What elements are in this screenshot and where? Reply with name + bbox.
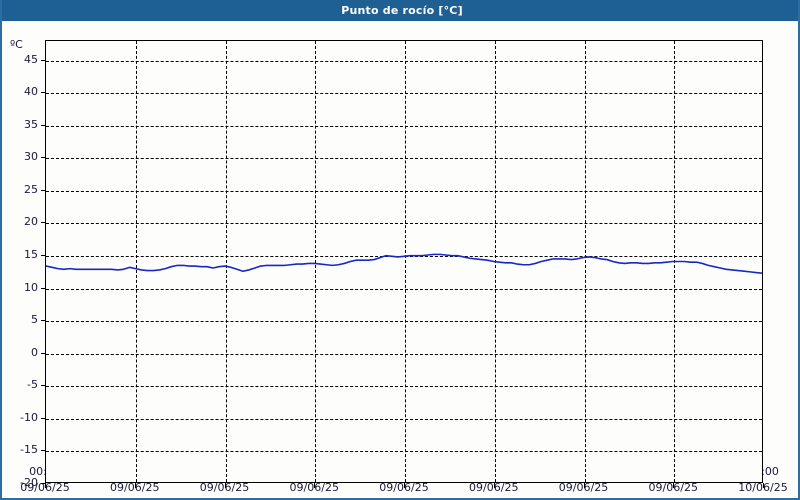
gridline-y--10 xyxy=(46,418,762,420)
y-tick-label--15: -15 xyxy=(20,443,38,457)
y-tick-label-25: 25 xyxy=(24,182,38,196)
gridline-y--15 xyxy=(46,451,762,453)
gridline-y-20 xyxy=(46,223,762,225)
gridline-y-25 xyxy=(46,190,762,192)
y-tick-label-5: 5 xyxy=(31,313,38,327)
gridline-y-5 xyxy=(46,321,762,323)
gridline-y-30 xyxy=(46,158,762,160)
gridline-y-40 xyxy=(46,93,762,95)
y-tickmark-30 xyxy=(41,157,45,159)
y-tickmark--5 xyxy=(41,385,45,387)
y-tickmark--10 xyxy=(41,417,45,419)
x-tickmark-18h xyxy=(583,483,585,488)
gridline-x-9h xyxy=(315,41,317,482)
y-tickmark--20 xyxy=(41,483,45,484)
y-tickmark-45 xyxy=(41,59,45,61)
x-tickmark-12h xyxy=(404,483,405,488)
y-tick-label-10: 10 xyxy=(24,280,38,294)
y-tick-label-15: 15 xyxy=(24,247,38,261)
gridline-x-12h xyxy=(405,41,406,482)
y-tick-label--5: -5 xyxy=(27,378,38,392)
y-tick-label--20: -20 xyxy=(20,476,38,489)
x-tickmark-0h xyxy=(45,483,46,488)
y-tickmark-35 xyxy=(41,124,45,126)
x-tickmark-6h xyxy=(224,483,226,488)
y-tick-label-45: 45 xyxy=(24,52,38,66)
y-tick-label-30: 30 xyxy=(24,150,38,164)
y-axis-unit-label: ºC xyxy=(10,38,23,51)
window-title-bar: Punto de rocío [°C] xyxy=(2,0,798,21)
gridline-y-10 xyxy=(46,288,762,290)
x-tickmark-24h xyxy=(763,483,764,488)
y-tickmark-25 xyxy=(41,189,45,191)
y-tickmark--15 xyxy=(41,450,45,452)
gridline-y-35 xyxy=(46,125,762,127)
y-tick-label-35: 35 xyxy=(24,117,38,131)
y-tick-label-0: 0 xyxy=(31,345,38,359)
y-tickmark-10 xyxy=(41,287,45,289)
y-tickmark-15 xyxy=(41,254,45,256)
gridline-y-0 xyxy=(46,353,762,355)
y-tick-label-20: 20 xyxy=(24,215,38,229)
gridline-x-3h xyxy=(135,41,137,482)
gridline-y-45 xyxy=(46,60,762,62)
x-tickmark-15h xyxy=(493,483,495,488)
gridline-x-6h xyxy=(225,41,227,482)
gridline-y--5 xyxy=(46,386,762,388)
dew-point-series xyxy=(46,253,762,274)
gridline-x-18h xyxy=(584,41,586,482)
page-title: Punto de rocío [°C] xyxy=(341,4,463,17)
y-tick-label-40: 40 xyxy=(24,85,38,99)
y-tickmark-5 xyxy=(41,320,45,322)
y-tickmark-0 xyxy=(41,352,45,354)
plot-area xyxy=(45,40,763,483)
x-tickmark-9h xyxy=(314,483,316,488)
y-tickmark-40 xyxy=(41,92,45,94)
x-tickmark-3h xyxy=(134,483,136,488)
x-tickmark-21h xyxy=(673,483,675,488)
dew-point-line xyxy=(46,253,762,274)
y-tick-label--10: -10 xyxy=(20,410,38,424)
y-tickmark-20 xyxy=(41,222,45,224)
